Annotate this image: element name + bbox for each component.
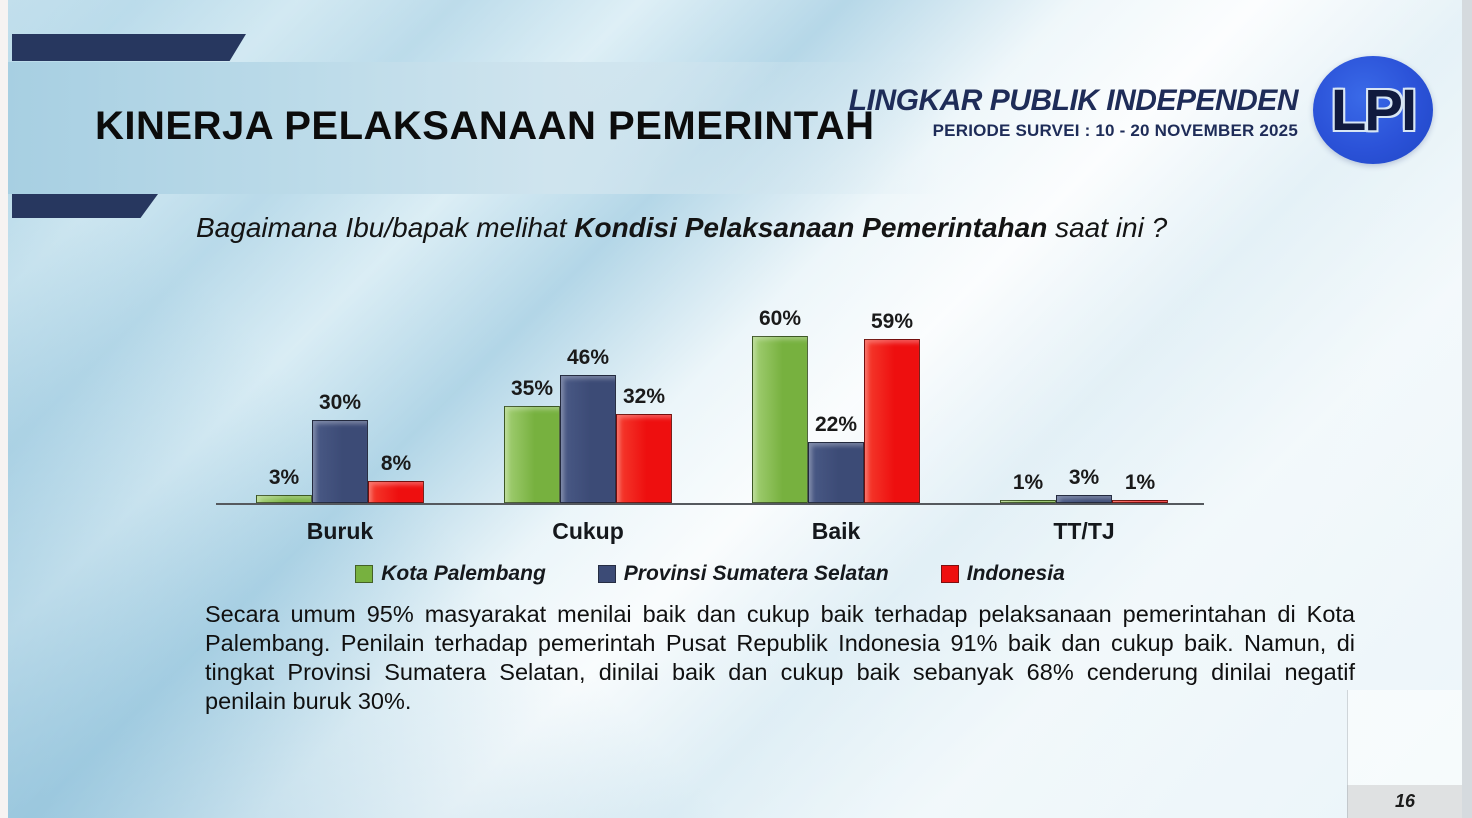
title-band	[8, 62, 1208, 194]
lpi-logo: LPI	[1313, 56, 1433, 164]
legend-item: Indonesia	[940, 562, 1065, 586]
bar-value-label: 35%	[510, 377, 554, 400]
survey-question: Bagaimana Ibu/bapak melihat Kondisi Pela…	[196, 212, 1167, 244]
bar-group-buruk: 3% 30% 8%	[256, 295, 424, 503]
bar-provinsi-sumatera-selatan	[808, 442, 864, 503]
bar-value-label: 1%	[1124, 471, 1156, 494]
bar-wrap: 30%	[312, 391, 368, 503]
slide-margin-panel	[1347, 690, 1462, 785]
survey-period: PERIODE SURVEI : 10 - 20 NOVEMBER 2025	[932, 121, 1298, 140]
top-left-chevron-accent	[12, 34, 246, 61]
bar-chart: 3% 30% 8% 35% 46% 32% 60% 22% 59% 1% 3% 1%	[216, 295, 1204, 505]
organization-header: LINGKAR PUBLIK INDEPENDEN PERIODE SURVEI…	[848, 84, 1299, 141]
legend-item: Kota Palembang	[355, 562, 546, 586]
bar-kota-palembang	[256, 495, 312, 503]
category-label: Buruk	[306, 518, 374, 544]
bar-wrap: 3%	[1056, 466, 1112, 503]
lpi-logo-text: LPI	[1330, 77, 1417, 143]
bar-indonesia	[616, 414, 672, 503]
slide-left-edge	[0, 0, 8, 818]
bar-wrap: 8%	[368, 452, 424, 503]
category-labels: Buruk Cukup Baik TT/TJ	[216, 518, 1204, 548]
bar-kota-palembang	[1000, 500, 1056, 503]
question-emphasis: Kondisi Pelaksanaan Pemerintahan	[574, 212, 1048, 243]
bar-group-cukup: 35% 46% 32%	[504, 295, 672, 503]
bar-wrap: 35%	[504, 377, 560, 503]
question-prefix: Bagaimana Ibu/bapak melihat	[196, 212, 575, 243]
bar-group-baik: 60% 22% 59%	[752, 295, 920, 503]
bar-kota-palembang	[752, 336, 808, 503]
bar-wrap: 1%	[1112, 471, 1168, 503]
bar-value-label: 32%	[622, 385, 666, 408]
legend-swatch	[597, 565, 616, 583]
bar-value-label: 59%	[870, 310, 914, 333]
bar-value-label: 22%	[814, 413, 858, 436]
bar-kota-palembang	[504, 406, 560, 503]
bar-value-label: 30%	[318, 391, 362, 414]
legend-label: Provinsi Sumatera Selatan	[623, 562, 889, 585]
bar-value-label: 60%	[758, 307, 802, 330]
bar-wrap: 1%	[1000, 471, 1056, 503]
bar-wrap: 60%	[752, 307, 808, 503]
bar-wrap: 22%	[808, 413, 864, 503]
bar-wrap: 32%	[616, 385, 672, 503]
bar-provinsi-sumatera-selatan	[560, 375, 616, 503]
page-title: KINERJA PELAKSANAAN PEMERINTAH	[95, 104, 875, 148]
page-number-box: 16	[1347, 785, 1462, 818]
legend-item: Provinsi Sumatera Selatan	[597, 562, 889, 586]
bar-value-label: 1%	[1012, 471, 1044, 494]
legend-swatch	[355, 565, 374, 583]
legend-swatch	[940, 565, 959, 583]
bar-group-tt-tj: 1% 3% 1%	[1000, 295, 1168, 503]
page-number: 16	[1394, 791, 1416, 811]
under-title-chevron-accent	[12, 194, 158, 218]
bar-indonesia	[1112, 500, 1168, 503]
category-label: Baik	[811, 518, 861, 544]
chart-legend: Kota Palembang Provinsi Sumatera Selatan I…	[216, 562, 1204, 586]
bar-provinsi-sumatera-selatan	[312, 420, 368, 503]
organization-name: LINGKAR PUBLIK INDEPENDEN	[848, 84, 1299, 117]
bar-indonesia	[368, 481, 424, 503]
legend-label: Kota Palembang	[381, 562, 546, 585]
question-suffix: saat ini ?	[1047, 212, 1168, 243]
bar-indonesia	[864, 339, 920, 503]
bar-wrap: 46%	[560, 346, 616, 503]
bar-provinsi-sumatera-selatan	[1056, 495, 1112, 503]
category-label: Cukup	[552, 518, 624, 544]
legend-label: Indonesia	[966, 562, 1065, 585]
bar-wrap: 59%	[864, 310, 920, 503]
bar-value-label: 3%	[1068, 466, 1100, 489]
bar-wrap: 3%	[256, 466, 312, 503]
summary-text: Secara umum 95% masyarakat menilai baik …	[205, 601, 1355, 715]
bar-value-label: 8%	[380, 452, 412, 475]
bar-value-label: 3%	[268, 466, 300, 489]
category-label: TT/TJ	[1053, 518, 1115, 544]
bar-value-label: 46%	[566, 346, 610, 369]
slide-right-edge	[1462, 0, 1472, 818]
